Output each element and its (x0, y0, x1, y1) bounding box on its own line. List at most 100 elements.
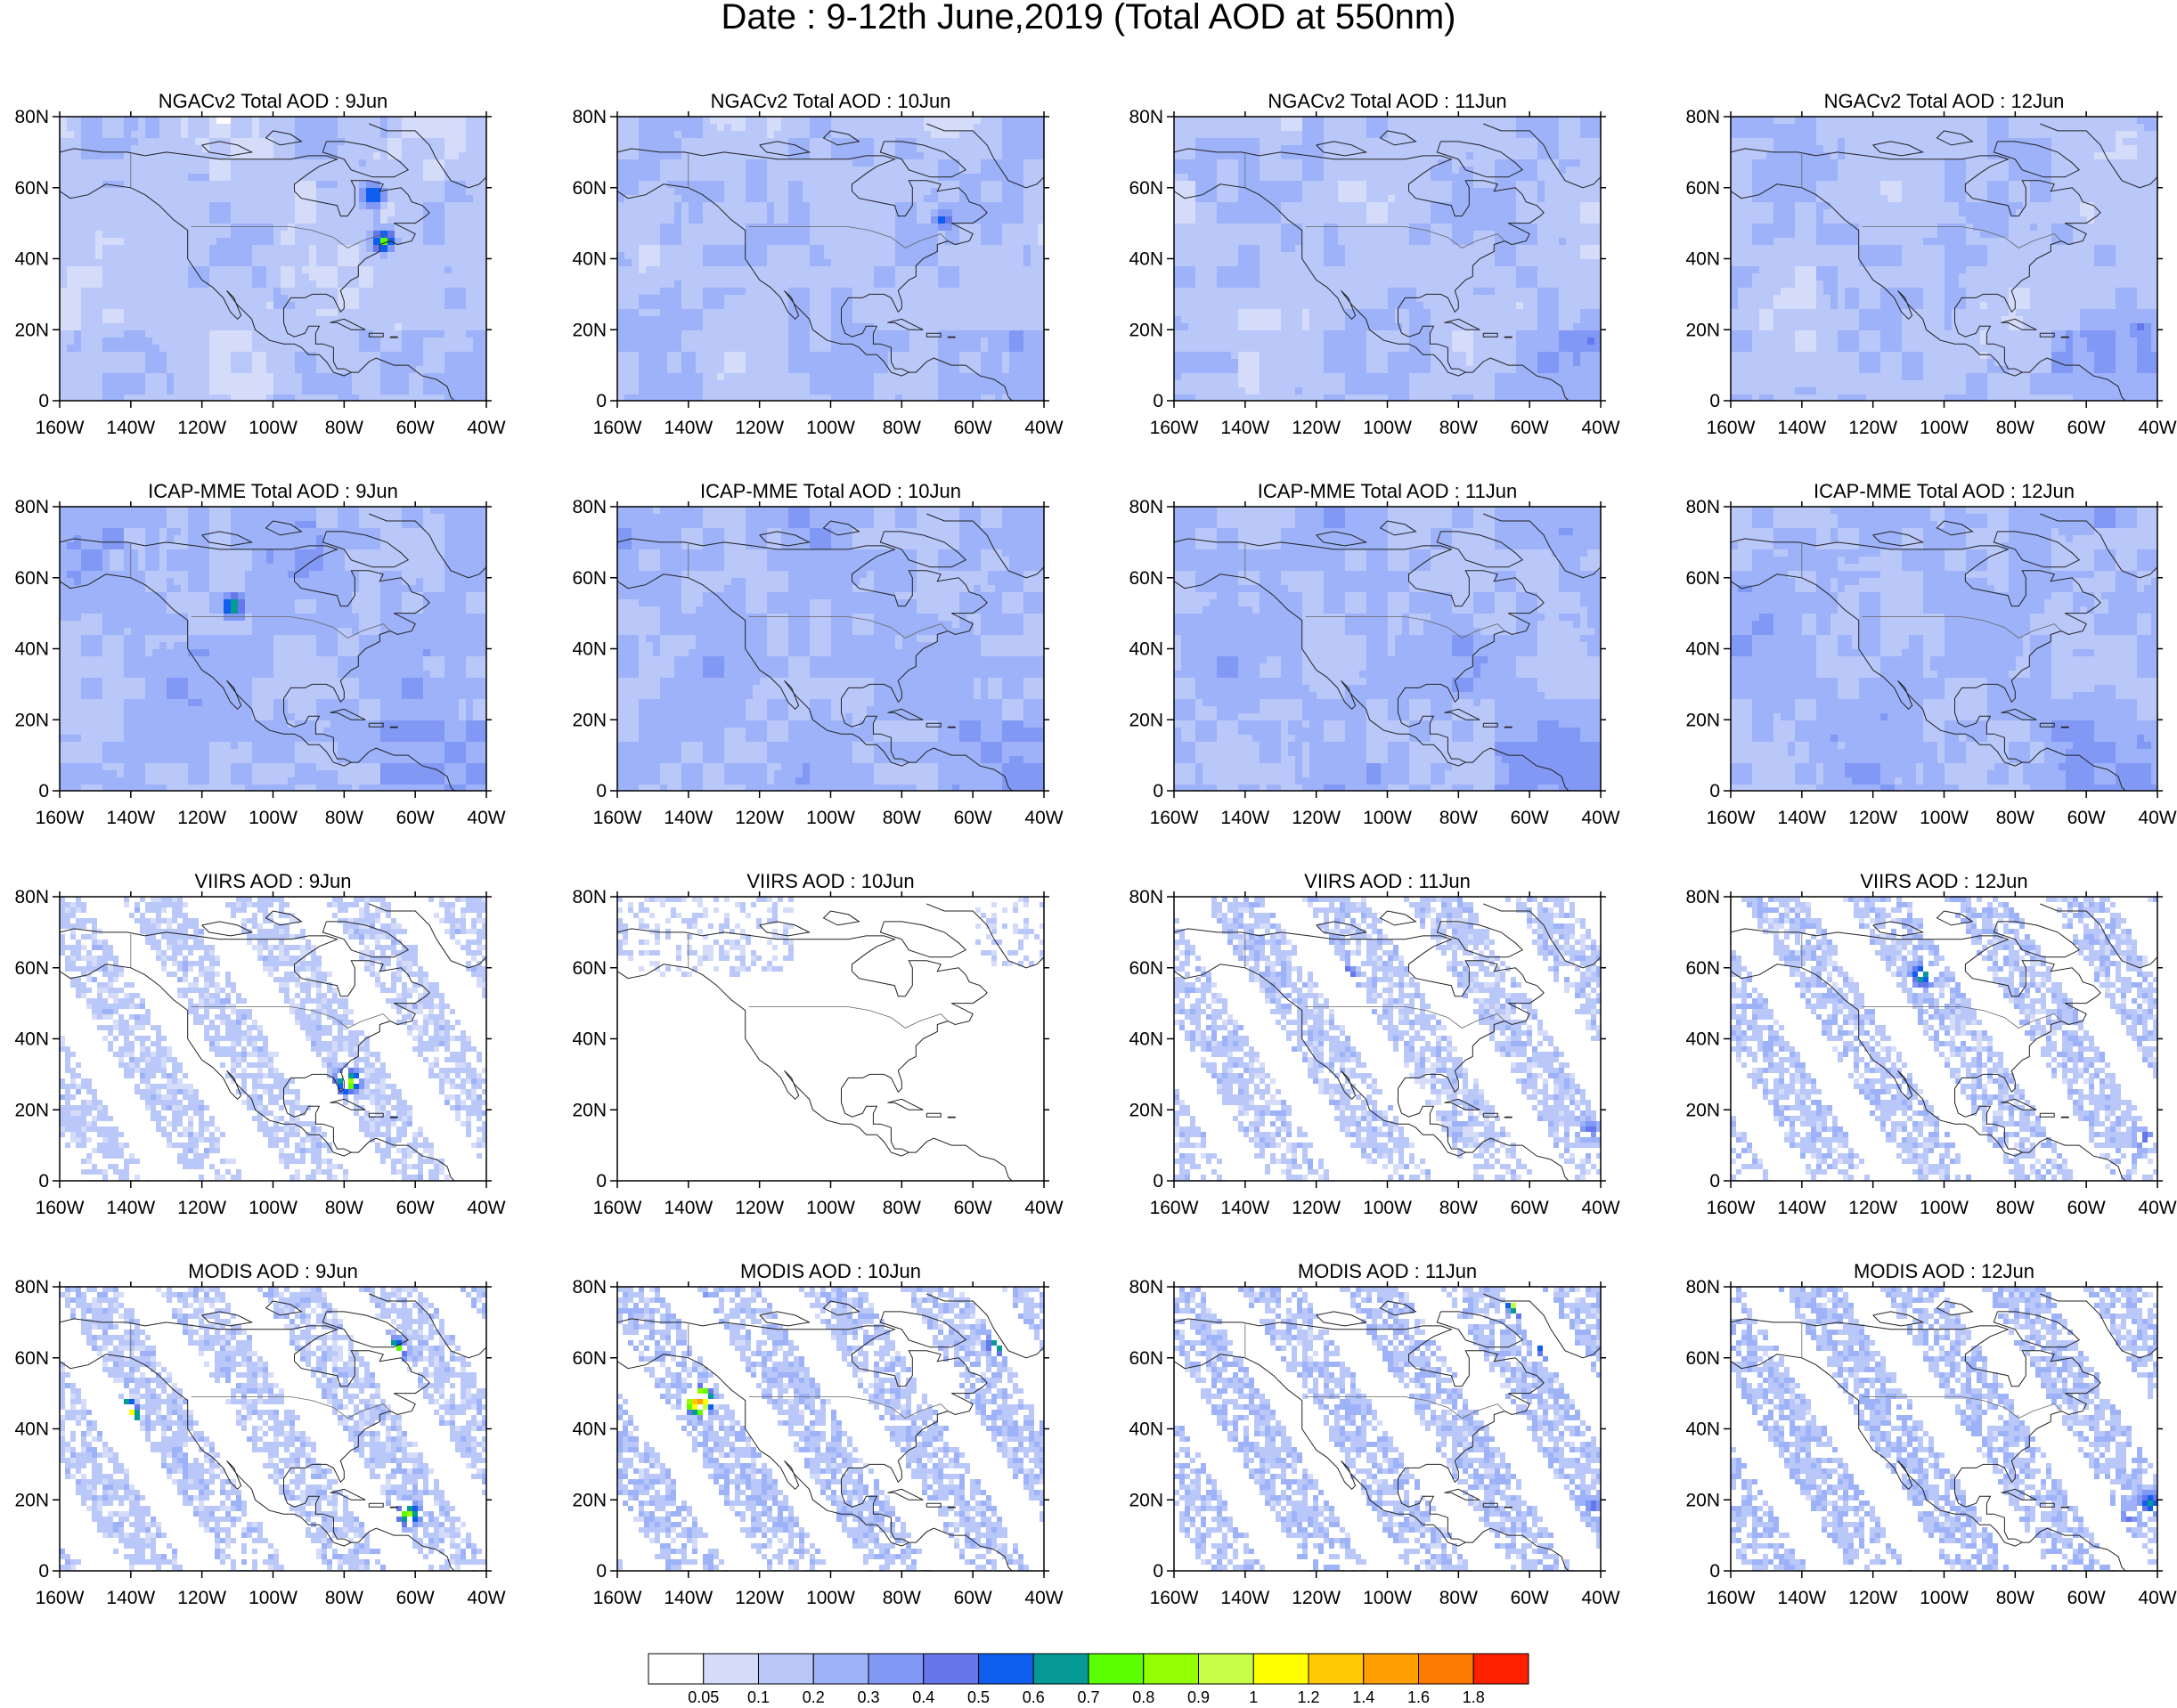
panel-title: NGACv2 Total AOD : 11Jun (1268, 90, 1506, 112)
y-tick-label: 20N (1685, 710, 1720, 730)
panel-title: NGACv2 Total AOD : 12Jun (1824, 90, 2065, 112)
aod-field (617, 117, 1044, 401)
aod-field (1731, 897, 2157, 1181)
y-tick-label: 80N (1129, 887, 1163, 907)
x-tick-label: 160W (593, 418, 642, 438)
y-tick-label: 0 (38, 1561, 49, 1582)
x-tick-label: 80W (1996, 418, 2034, 438)
y-tick-label: 80N (1685, 497, 1720, 517)
coastlines (1174, 897, 1601, 1181)
map-panel: VIIRS AOD : 12Jun 160W 140W 120W 100W 80W 60W 4… (1685, 870, 2176, 1218)
y-tick-label: 20N (572, 710, 607, 730)
x-tick-label: 40W (467, 1198, 505, 1218)
x-tick-label: 40W (467, 808, 505, 828)
y-tick-label: 0 (1709, 1561, 1720, 1582)
x-tick-label: 60W (954, 418, 992, 438)
x-tick-label: 160W (36, 1588, 85, 1608)
y-tick-label: 0 (1153, 1561, 1163, 1582)
x-tick-label: 40W (2138, 1588, 2176, 1608)
x-tick-label: 100W (249, 418, 298, 438)
x-tick-label: 160W (593, 1198, 642, 1218)
x-tick-label: 80W (1439, 808, 1478, 828)
x-tick-label: 80W (1439, 1198, 1478, 1218)
y-tick-label: 0 (1709, 781, 1720, 801)
panel-title: MODIS AOD : 9Jun (188, 1260, 358, 1282)
y-tick-label: 40N (1129, 639, 1163, 660)
panel-title: ICAP-MME Total AOD : 11Jun (1258, 480, 1517, 502)
x-tick-label: 60W (1511, 1588, 1549, 1608)
y-tick-label: 60N (1129, 568, 1163, 589)
map-panel: NGACv2 Total AOD : 10Jun 160W 140W 120W 100W… (572, 90, 1063, 438)
colorbar-swatch (1032, 1653, 1089, 1685)
y-tick-label: 40N (572, 249, 607, 270)
x-tick-label: 40W (1024, 808, 1063, 828)
y-tick-label: 60N (1685, 958, 1720, 979)
x-tick-label: 100W (1363, 1198, 1412, 1218)
y-tick-label: 40N (14, 639, 49, 660)
y-tick-label: 80N (572, 887, 607, 907)
colorbar-label: 1.4 (1352, 1688, 1374, 1706)
y-tick-label: 0 (596, 1171, 607, 1192)
y-tick-label: 20N (14, 1100, 49, 1120)
x-tick-label: 80W (1996, 1198, 2034, 1218)
x-tick-label: 80W (1996, 808, 2034, 828)
y-tick-label: 60N (572, 1348, 607, 1369)
map-panel: MODIS AOD : 9Jun 160W 140W 120W 100W 80W 60W 40… (14, 1260, 505, 1608)
x-tick-label: 140W (664, 1588, 713, 1608)
y-tick-label: 80N (1129, 107, 1163, 127)
x-tick-label: 140W (106, 1198, 155, 1218)
colorbar-label: 1.6 (1407, 1688, 1430, 1706)
colorbar-label: 0.5 (967, 1688, 990, 1706)
x-tick-label: 160W (1150, 1198, 1199, 1218)
colorbar-swatch (1252, 1653, 1309, 1685)
y-tick-label: 0 (38, 781, 49, 801)
y-tick-label: 40N (14, 1419, 49, 1440)
panel-title: NGACv2 Total AOD : 10Jun (711, 90, 951, 112)
x-tick-label: 60W (2067, 1198, 2106, 1218)
y-tick-label: 40N (14, 1029, 49, 1050)
colorbar-label: 1.2 (1297, 1688, 1319, 1706)
aod-field (617, 1287, 1044, 1571)
x-tick-label: 80W (325, 1588, 363, 1608)
x-tick-label: 140W (664, 1198, 713, 1218)
x-tick-label: 140W (1220, 1198, 1269, 1218)
x-tick-label: 100W (1920, 808, 1969, 828)
x-tick-label: 40W (2138, 1198, 2176, 1218)
x-tick-label: 160W (1707, 1588, 1756, 1608)
x-tick-label: 60W (2067, 808, 2106, 828)
y-tick-label: 40N (572, 1419, 607, 1440)
x-tick-label: 160W (1150, 808, 1199, 828)
y-tick-label: 60N (14, 958, 49, 979)
map-panel: VIIRS AOD : 9Jun 160W 140W 120W 100W 80W 60W 40… (14, 870, 505, 1218)
aod-field (1731, 117, 2157, 401)
x-tick-label: 160W (36, 418, 85, 438)
x-tick-label: 140W (1220, 1588, 1269, 1608)
colorbar-swatch (1418, 1653, 1474, 1685)
colorbar-swatch (923, 1653, 979, 1685)
map-panel: VIIRS AOD : 11Jun 160W 140W 120W 100W 80W 60W 4… (1129, 870, 1619, 1218)
x-tick-label: 140W (1220, 808, 1269, 828)
y-tick-label: 80N (1685, 107, 1720, 127)
panel-title: ICAP-MME Total AOD : 12Jun (1814, 480, 2075, 502)
figure-title: Date : 9-12th June,2019 (Total AOD at 55… (722, 0, 1456, 37)
colorbar-swatch (1143, 1653, 1199, 1685)
x-tick-label: 160W (1707, 808, 1756, 828)
x-tick-label: 100W (1363, 1588, 1412, 1608)
x-tick-label: 140W (106, 1588, 155, 1608)
x-tick-label: 120W (177, 808, 226, 828)
map-panel: ICAP-MME Total AOD : 12Jun 160W 140W 120W 10… (1685, 480, 2176, 828)
y-tick-label: 60N (572, 568, 607, 589)
x-tick-label: 60W (396, 1198, 435, 1218)
y-tick-label: 0 (1153, 781, 1163, 801)
coastlines (60, 117, 486, 401)
y-tick-label: 20N (572, 1490, 607, 1510)
x-tick-label: 140W (664, 418, 713, 438)
y-tick-label: 60N (1685, 568, 1720, 589)
panel-title: ICAP-MME Total AOD : 9Jun (148, 480, 398, 502)
x-tick-label: 40W (1581, 1588, 1619, 1608)
x-tick-label: 80W (883, 808, 921, 828)
y-tick-label: 0 (38, 391, 49, 411)
colorbar-swatch (868, 1653, 925, 1685)
map-panel: MODIS AOD : 12Jun 160W 140W 120W 100W 80W 60W 4… (1685, 1260, 2176, 1608)
x-tick-label: 120W (1292, 1198, 1341, 1218)
